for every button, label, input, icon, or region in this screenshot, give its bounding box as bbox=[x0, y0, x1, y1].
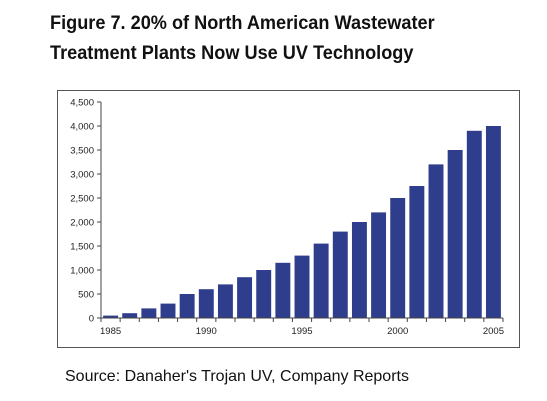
bar-chart: 0 500 1,000 1,500 2,000 2,500 3,000 3,500 4,000 4… bbox=[57, 90, 520, 348]
bar-1994 bbox=[275, 262, 291, 318]
y-tick-label: 3,500 bbox=[70, 146, 94, 157]
bar-1986 bbox=[122, 313, 138, 318]
y-tick-label: 3,000 bbox=[70, 170, 94, 181]
bar-1992 bbox=[237, 277, 253, 318]
bar-1999 bbox=[371, 212, 387, 318]
bar-2005 bbox=[485, 126, 501, 318]
bar-1988 bbox=[160, 303, 176, 318]
bar-2001 bbox=[409, 186, 425, 318]
bar-1987 bbox=[141, 308, 157, 318]
bar-2000 bbox=[390, 198, 406, 318]
x-tick-label: 1995 bbox=[291, 326, 312, 337]
x-tick-label: 2005 bbox=[483, 326, 504, 337]
chart-title-line-2: Treatment Plants Now Use UV Technology bbox=[50, 42, 414, 64]
bar-2004 bbox=[466, 130, 482, 318]
bar-1997 bbox=[332, 231, 348, 318]
y-tick-label: 0 bbox=[89, 314, 94, 325]
x-tick-label: 2000 bbox=[387, 326, 408, 337]
bar-1998 bbox=[351, 222, 367, 318]
bar-1985 bbox=[103, 315, 119, 318]
bar-1995 bbox=[294, 255, 310, 318]
y-tick-label: 4,500 bbox=[70, 98, 94, 109]
y-tick-label: 4,000 bbox=[70, 122, 94, 133]
x-tick-label: 1985 bbox=[100, 326, 121, 337]
y-tick-label: 1,000 bbox=[70, 266, 94, 277]
y-tick-label: 1,500 bbox=[70, 242, 94, 253]
y-tick-label: 2,000 bbox=[70, 218, 94, 229]
bar-1991 bbox=[217, 284, 233, 318]
chart-frame: 0 500 1,000 1,500 2,000 2,500 3,000 3,500 4,000 4… bbox=[57, 90, 520, 348]
bar-2003 bbox=[447, 150, 463, 318]
y-tick-label: 500 bbox=[78, 290, 94, 301]
bar-1993 bbox=[256, 270, 272, 318]
chart-border bbox=[57, 90, 520, 348]
chart-title: Figure 7. 20% of North American Wastewat… bbox=[50, 8, 506, 68]
bar-1990 bbox=[198, 289, 214, 318]
source-note: Source: Danaher's Trojan UV, Company Rep… bbox=[65, 368, 409, 385]
bar-2002 bbox=[428, 164, 444, 318]
bar-1989 bbox=[179, 294, 195, 318]
x-tick-label: 1990 bbox=[196, 326, 217, 337]
chart-title-line-1: Figure 7. 20% of North American Wastewat… bbox=[50, 12, 435, 34]
y-tick-label: 2,500 bbox=[70, 194, 94, 205]
bar-1996 bbox=[313, 243, 329, 318]
